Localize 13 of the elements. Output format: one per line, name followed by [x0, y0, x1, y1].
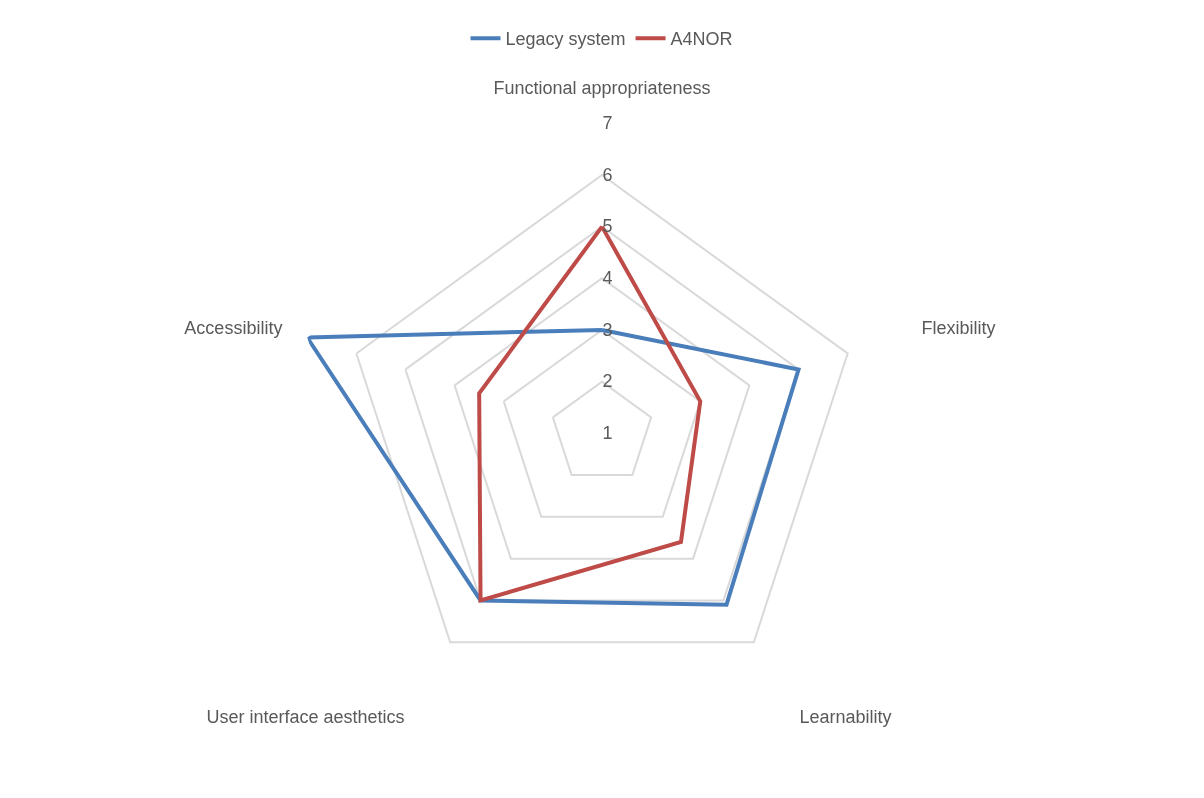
legend-label: Legacy system [505, 29, 626, 50]
y-tick-label: 6 [602, 164, 613, 185]
legend-label: A4NOR [670, 29, 733, 50]
spoke-label: Flexibility [921, 318, 996, 339]
spoke-label: Functional appropriateness [493, 77, 711, 98]
y-tick-label: 4 [602, 268, 613, 289]
y-tick-label: 5 [602, 216, 613, 237]
y-tick-label: 1 [602, 423, 613, 444]
spoke-label: Accessibility [184, 318, 283, 339]
y-tick-label: 7 [602, 113, 613, 134]
y-tick-label: 2 [602, 371, 613, 392]
spoke-label: User interface aesthetics [206, 707, 405, 728]
spoke-label: Learnability [799, 707, 892, 728]
